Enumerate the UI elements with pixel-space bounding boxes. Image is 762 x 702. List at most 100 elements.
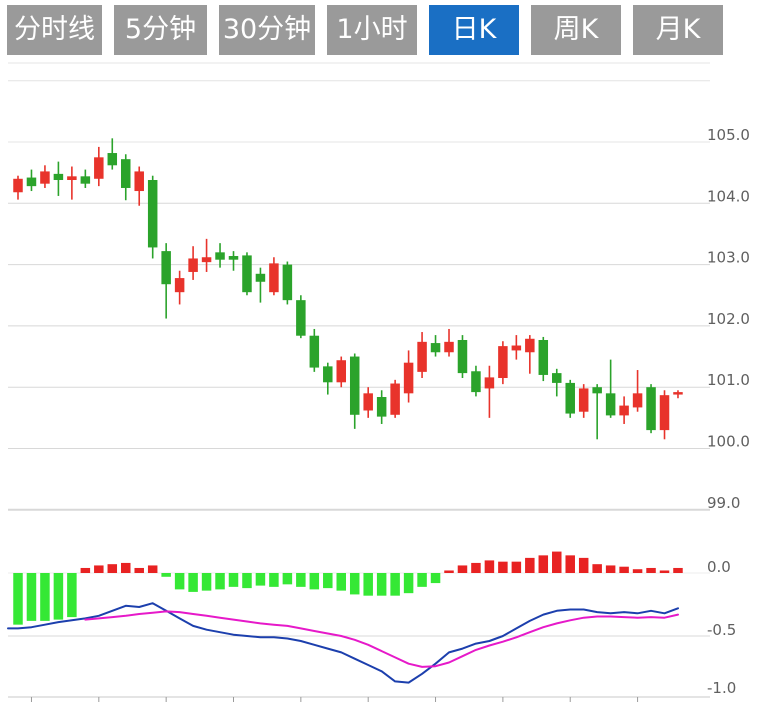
macd-histogram-bar [188, 573, 198, 592]
candle-body [632, 393, 643, 408]
macd-histogram-bar [107, 564, 118, 573]
macd-histogram-bar [134, 567, 144, 573]
candle-body [201, 257, 212, 263]
candle-body [592, 387, 602, 394]
candle-body [228, 256, 239, 260]
macd-histogram-bar [282, 573, 293, 585]
dif-line [7, 602, 679, 684]
candle-body [538, 339, 549, 375]
candle-body [565, 382, 575, 414]
candle-body [323, 366, 333, 383]
candle-body [605, 393, 616, 416]
macd-histogram-bar [201, 573, 212, 591]
macd-axis-label: 0.0 [707, 558, 731, 576]
tab-monthly-k[interactable]: 月K [633, 5, 723, 55]
candle-body [309, 335, 320, 368]
period-tabbar: 分时线 5分钟 30分钟 1小时 日K 周K 月K [7, 5, 723, 55]
macd-histogram-bar [94, 565, 104, 573]
candle-body [215, 252, 225, 260]
candle-body [242, 255, 252, 293]
tab-weekly-k[interactable]: 周K [531, 5, 621, 55]
macd-histogram-bar [471, 562, 481, 573]
candle-body [53, 173, 64, 181]
macd-histogram-bar [444, 570, 454, 573]
candle-body [390, 383, 400, 415]
candle-body [376, 397, 387, 417]
candle-body [457, 339, 468, 374]
macd-histogram-bar [80, 567, 91, 573]
macd-histogram-bar [269, 573, 279, 587]
macd-histogram-bar [484, 560, 495, 573]
candle-body [94, 157, 104, 179]
macd-histogram-bar [215, 573, 225, 590]
candle-body [107, 153, 118, 166]
macd-histogram-bar [417, 573, 427, 587]
macd-histogram-bar [349, 573, 360, 595]
macd-histogram-bar [578, 557, 589, 573]
macd-histogram-bar [147, 565, 158, 573]
macd-histogram-bar [390, 573, 400, 596]
macd-histogram-bar [53, 573, 64, 620]
macd-histogram-bar [296, 573, 306, 587]
tab-30min[interactable]: 30分钟 [219, 5, 315, 55]
candle-body [444, 341, 454, 353]
macd-histogram-bar [646, 567, 656, 573]
macd-axis-label: -1.0 [707, 679, 736, 697]
price-axis-label: 104.0 [707, 187, 750, 205]
macd-histogram-bar [363, 573, 373, 596]
macd-histogram-bar [161, 573, 171, 577]
candle-body [552, 373, 562, 383]
price-axis-label: 101.0 [707, 371, 750, 389]
macd-histogram-bar [605, 565, 616, 573]
macd-histogram-bar [498, 561, 508, 573]
candle-body [471, 371, 481, 393]
macd-histogram-bar [632, 569, 643, 573]
macd-histogram-bar [242, 573, 252, 589]
candle-body [121, 159, 131, 188]
tab-5min[interactable]: 5分钟 [114, 5, 207, 55]
candle-body [296, 300, 306, 336]
candle-body [26, 177, 37, 187]
candle-body [484, 377, 495, 389]
macd-axis-label: -0.5 [707, 621, 736, 639]
macd-histogram-bar [538, 555, 549, 573]
tab-time-line[interactable]: 分时线 [7, 5, 102, 55]
macd-histogram-bar [26, 573, 37, 621]
candle-body [282, 264, 293, 301]
macd-histogram-bar [40, 573, 50, 621]
candle-body [147, 180, 158, 248]
candle-body [255, 273, 266, 282]
candle-body [525, 338, 535, 353]
macd-histogram-bar [255, 573, 266, 586]
price-axis-label: 99.0 [707, 494, 740, 512]
candle-body [498, 346, 508, 379]
macd-histogram-bar [13, 573, 23, 625]
candle-body [269, 263, 279, 293]
macd-histogram-bar [673, 567, 683, 573]
price-axis-label: 102.0 [707, 310, 750, 328]
candle-body [619, 405, 629, 416]
macd-histogram-bar [511, 561, 522, 573]
price-axis-label: 100.0 [707, 433, 750, 451]
candle-body [188, 258, 198, 272]
macd-histogram-bar [565, 555, 575, 573]
macd-histogram-bar [336, 573, 347, 591]
tab-1hour[interactable]: 1小时 [327, 5, 417, 55]
macd-histogram-bar [552, 551, 562, 573]
macd-histogram-bar [525, 557, 535, 573]
candle-body [13, 178, 23, 193]
candle-body [511, 345, 522, 351]
candle-body [67, 176, 77, 181]
price-axis-label: 105.0 [707, 126, 750, 144]
tab-daily-k[interactable]: 日K [429, 5, 519, 55]
candle-body [40, 171, 50, 184]
macd-histogram-bar [67, 573, 77, 618]
candle-body [134, 171, 144, 192]
candle-body [659, 395, 670, 431]
dea-line [84, 610, 679, 668]
candle-body [174, 278, 185, 293]
candle-body [80, 176, 91, 184]
macd-histogram-bar [592, 564, 602, 573]
